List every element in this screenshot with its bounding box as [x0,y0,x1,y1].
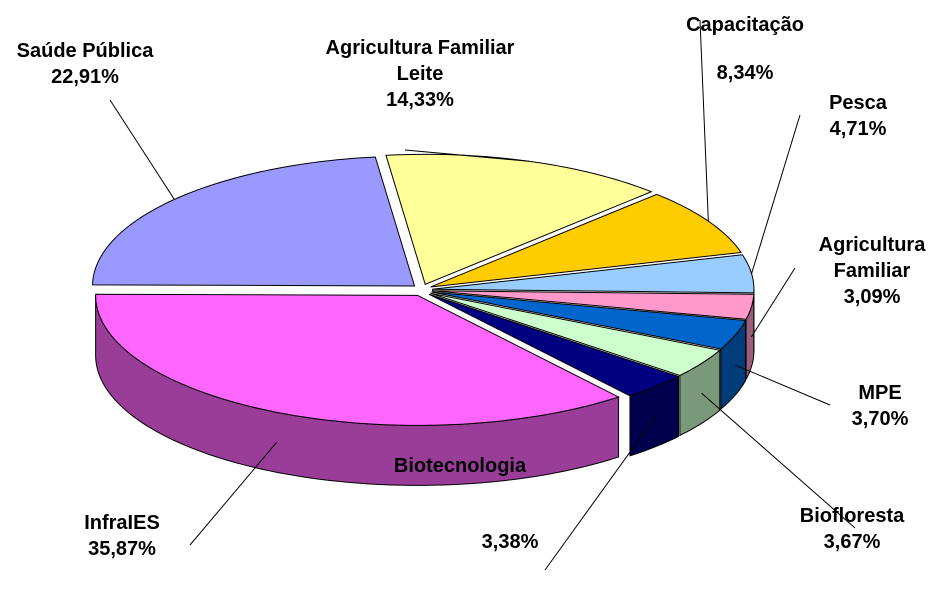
category-label: Agricultura Familiar Leite [325,37,515,85]
data-label: Capacitação 8,34% [650,12,840,86]
category-label: MPE [858,382,902,404]
data-label: MPE 3,70% [830,380,930,432]
leader-line [701,392,856,529]
leader-line [699,19,709,222]
data-label: Biofloresta 3,67% [772,503,932,555]
value-label: 22,91% [51,66,119,88]
value-label: 3,38% [481,531,539,553]
category-label: InfraIES [84,512,160,534]
data-label: Saúde Pública 22,91% [0,38,170,90]
value-label: 3,67% [823,531,881,553]
value-label: 14,33% [386,89,454,111]
leader-line [109,99,175,200]
data-label: Agricultura Familiar 3,09% [802,232,942,310]
category-label: Saúde Pública [16,40,154,62]
leader-line [404,149,530,162]
value-label: 3,70% [851,408,909,430]
value-label: 35,87% [88,538,156,560]
value-label: 4,71% [829,118,887,140]
data-label: InfraIES 35,87% [42,510,202,562]
leader-line [189,441,278,546]
value-label: 8,34% [716,62,774,84]
category-label: Agricultura Familiar [818,234,926,282]
data-label: Agricultura Familiar Leite 14,33% [305,35,535,113]
slice [431,291,747,350]
leader-line [751,267,796,338]
leader-line [544,416,656,571]
category-label: Pesca [829,92,887,114]
category-label: Biotecnologia [393,455,527,477]
slice [92,156,416,287]
data-label: Pesca 4,71% [798,90,918,142]
slice [431,254,755,294]
slice [95,293,620,426]
category-label: Biofloresta [799,505,905,527]
leader-line [735,364,831,406]
leader-line [751,114,801,274]
slice [430,292,721,376]
value-label: 3,09% [843,286,901,308]
category-label: Capacitação [686,14,804,36]
slice [431,290,755,320]
data-label: Biotecnologia 3,38% [360,453,560,555]
slice [428,293,680,397]
slice [430,193,742,288]
